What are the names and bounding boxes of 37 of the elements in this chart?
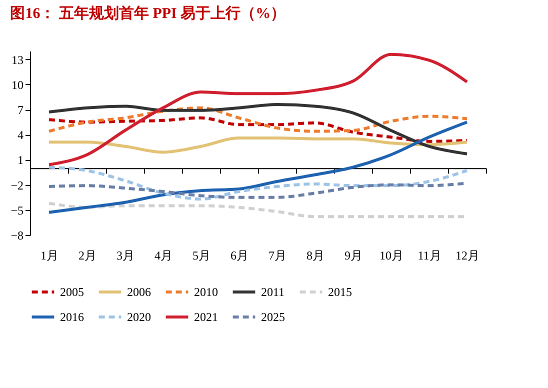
y-tick-label: 10 bbox=[12, 78, 24, 92]
x-tick-label: 6月 bbox=[230, 248, 248, 262]
line-series bbox=[48, 120, 468, 214]
x-tick-label: 2月 bbox=[78, 248, 96, 262]
chart-title: 图16： 五年规划首年 PPI 易于上行（%） bbox=[10, 5, 286, 22]
y-tick-label: −2 bbox=[10, 178, 24, 192]
x-tick-label: 5月 bbox=[192, 248, 210, 262]
x-tick-label: 11月 bbox=[418, 248, 442, 262]
y-tick-label: 13 bbox=[12, 52, 24, 67]
line-series bbox=[48, 136, 468, 154]
x-tick-label: 10月 bbox=[380, 248, 404, 262]
legend-label: 2016 bbox=[60, 310, 84, 324]
x-tick-label: 12月 bbox=[456, 248, 480, 262]
legend-label: 2021 bbox=[194, 310, 218, 324]
legend-label: 2015 bbox=[328, 285, 352, 299]
legend-label: 2010 bbox=[194, 285, 218, 299]
legend-label: 2020 bbox=[127, 310, 151, 324]
y-tick-label: 7 bbox=[18, 103, 24, 118]
x-tick-label: 3月 bbox=[116, 248, 134, 262]
legend-label: 2011 bbox=[261, 285, 285, 299]
x-tick-label: 4月 bbox=[154, 248, 172, 262]
line-series bbox=[48, 116, 468, 143]
line-series bbox=[48, 166, 468, 201]
x-tick-label: 9月 bbox=[344, 248, 362, 262]
legend-label: 2006 bbox=[127, 285, 151, 299]
legend-label: 2005 bbox=[60, 285, 84, 299]
x-tick-label: 7月 bbox=[268, 248, 286, 262]
line-series bbox=[48, 106, 468, 133]
legend-label: 2025 bbox=[261, 310, 285, 324]
y-tick-label: 1 bbox=[18, 153, 24, 168]
x-tick-label: 1月 bbox=[40, 248, 58, 262]
x-tick-label: 8月 bbox=[306, 248, 324, 262]
y-tick-label: −5 bbox=[10, 203, 24, 218]
line-series bbox=[48, 52, 468, 166]
line-series bbox=[48, 103, 468, 156]
y-tick-label: 4 bbox=[18, 128, 24, 142]
y-tick-label: −8 bbox=[10, 228, 24, 242]
